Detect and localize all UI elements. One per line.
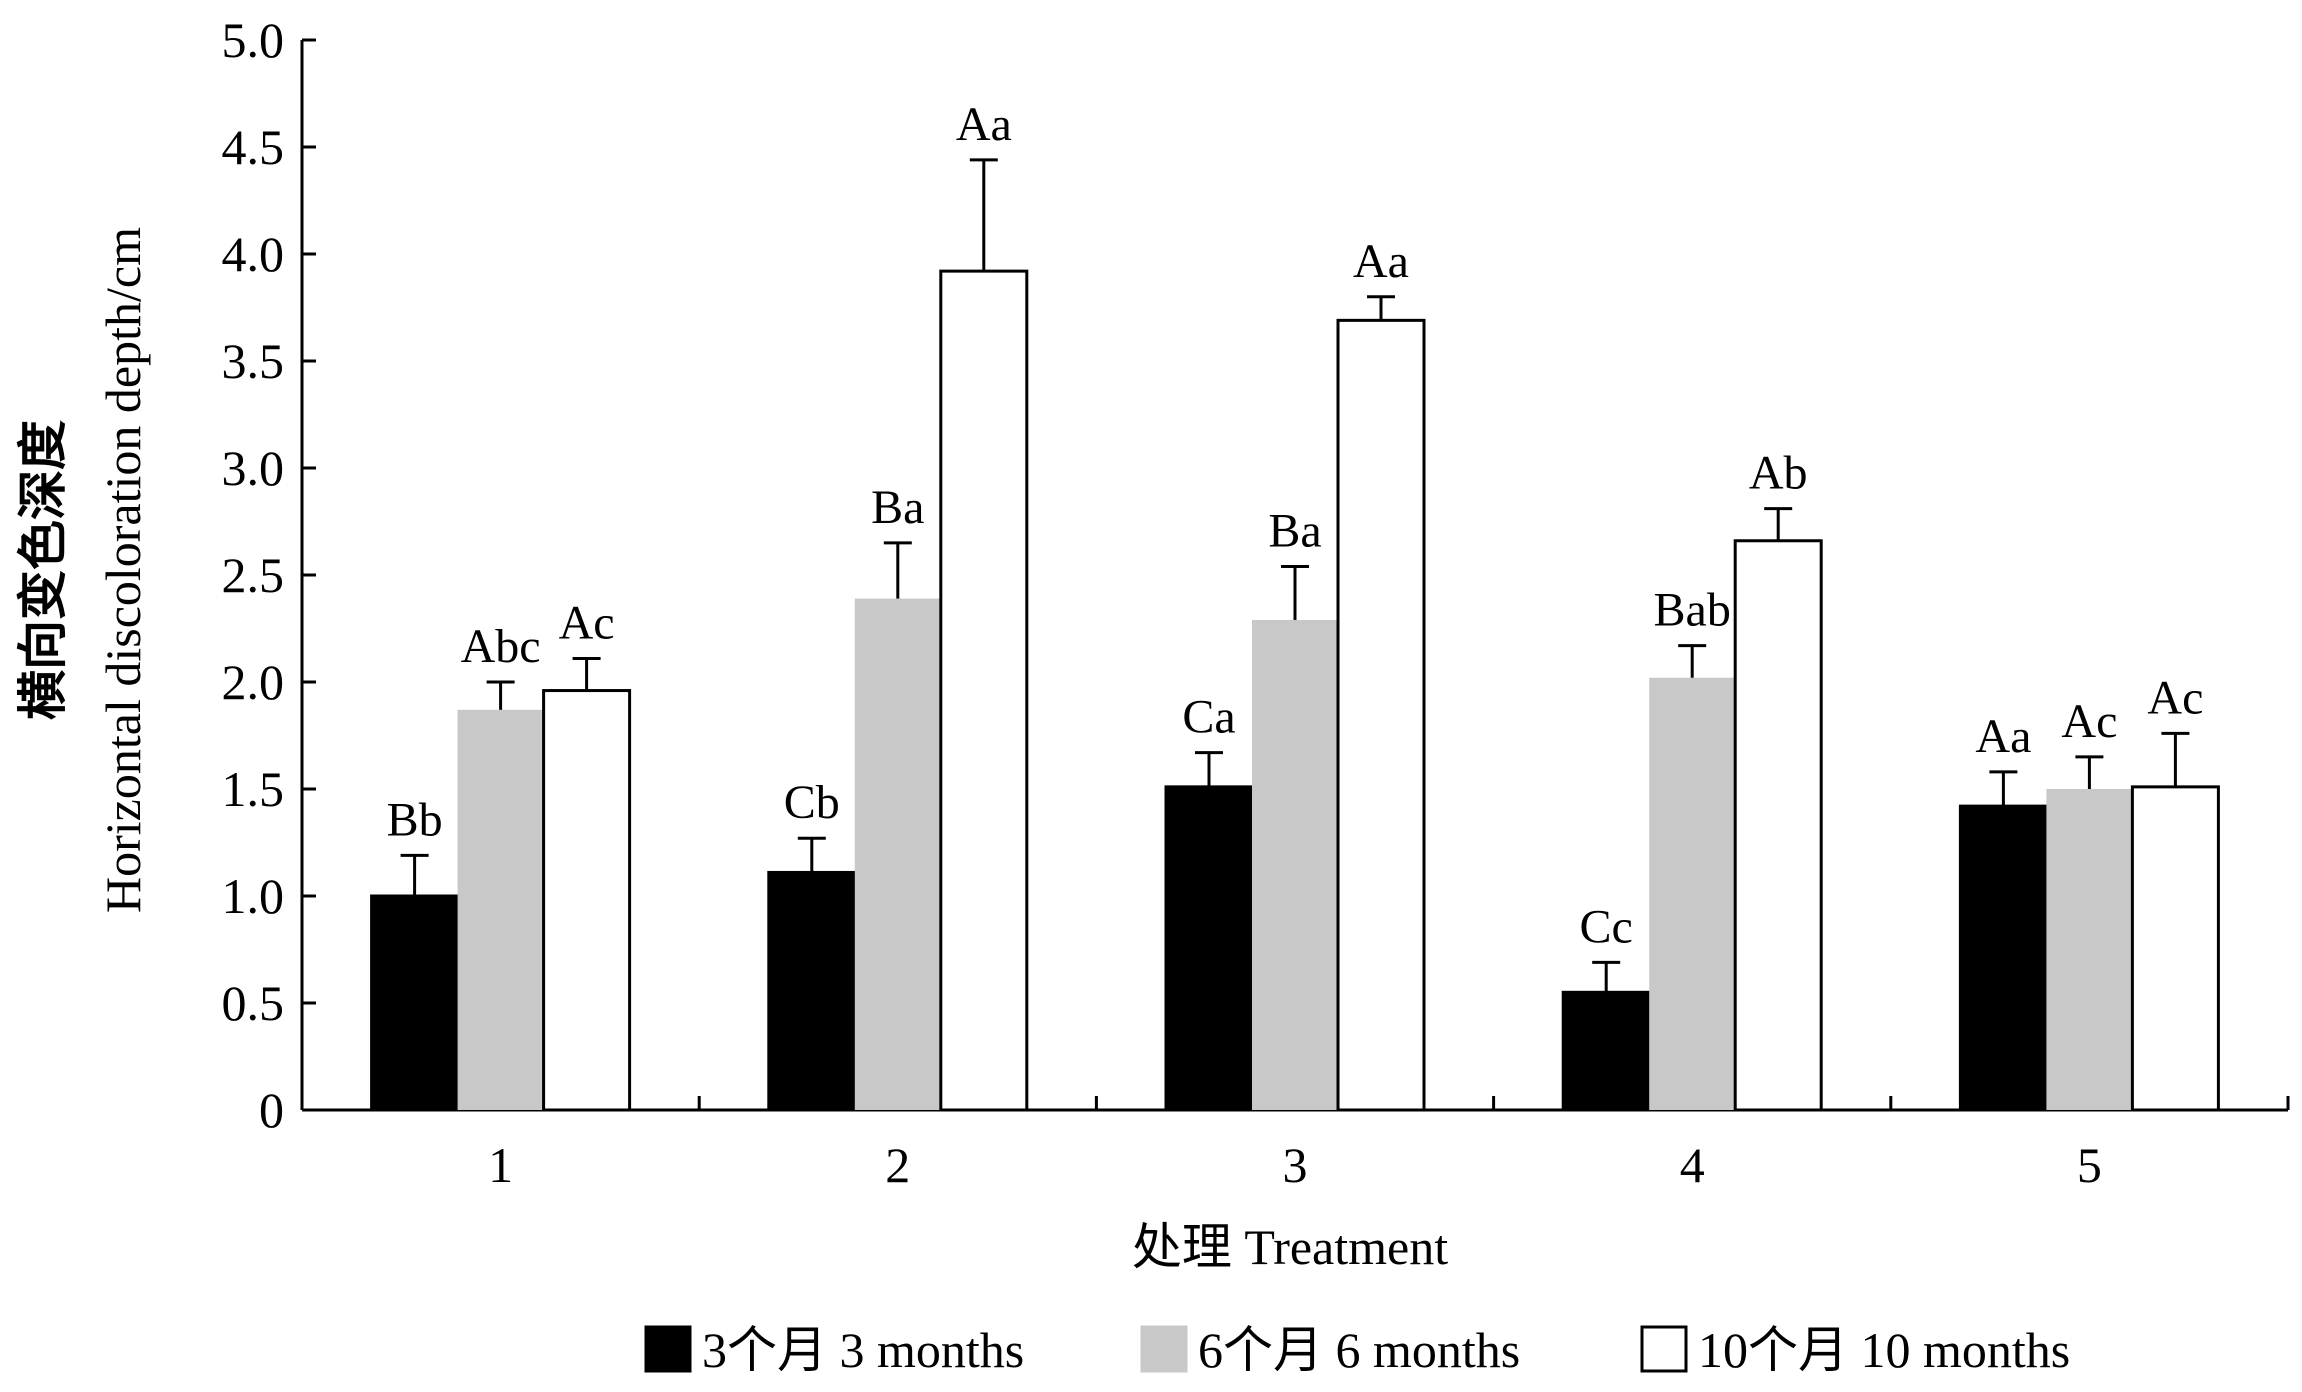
significance-label: Ca [1182, 691, 1235, 744]
bar [1252, 619, 1338, 1110]
y-tick-label: 3.0 [222, 440, 285, 496]
y-tick-label: 1.5 [222, 761, 285, 817]
legend: 3个月 3 months 6个月 6 months 10个月 10 months [644, 1322, 2070, 1378]
y-axis-title-en: Horizontal discoloration depth/cm [95, 227, 151, 913]
significance-label: Bb [387, 793, 443, 846]
y-axis-title-cn: 横向变色深度 [15, 420, 71, 720]
significance-label: Aa [1975, 710, 2031, 763]
y-tick-label: 0.5 [222, 975, 285, 1031]
x-tick-label: 5 [2077, 1137, 2102, 1193]
bar [1336, 318, 1426, 1112]
bar [854, 598, 941, 1110]
error-bars [400, 158, 2190, 993]
y-tick-label: 0 [259, 1082, 284, 1138]
y-tick-label: 2.0 [222, 654, 285, 710]
significance-label: Ac [2147, 671, 2203, 724]
significance-label: Ab [1749, 447, 1808, 500]
y-axis-title: 横向变色深度 Horizontal discoloration depth/cm [15, 227, 151, 913]
significance-label: Ba [1268, 504, 1321, 557]
significance-label: Cc [1580, 900, 1633, 953]
bar [2130, 785, 2220, 1112]
significance-label: Ba [871, 481, 924, 534]
significance-label: Abc [461, 620, 541, 673]
y-tick-label: 5.0 [222, 12, 285, 68]
significance-label: Bab [1654, 584, 1731, 637]
bar [1649, 677, 1736, 1110]
significance-label: Aa [956, 98, 1012, 151]
legend-label: 10个月 10 months [1698, 1322, 2070, 1378]
x-tick-label: 4 [1680, 1137, 1705, 1193]
legend-swatch [1640, 1325, 1688, 1373]
bar [1561, 990, 1651, 1112]
legend-label: 3个月 3 months [702, 1322, 1024, 1378]
bar [1164, 785, 1254, 1112]
x-tick-label: 3 [1283, 1137, 1308, 1193]
legend-label: 6个月 6 months [1198, 1322, 1520, 1378]
bar [2046, 789, 2133, 1110]
bar [767, 870, 857, 1112]
axes [300, 38, 2290, 1112]
bar [457, 709, 544, 1110]
bar [939, 269, 1029, 1112]
bar [1958, 804, 2048, 1112]
x-tick-label: 2 [885, 1137, 910, 1193]
bars [370, 269, 2220, 1112]
y-tick-label: 4.0 [222, 226, 285, 282]
y-tick-label: 4.5 [222, 119, 285, 175]
bar [370, 894, 460, 1112]
significance-labels: Bb Abc Ac Cb Ba Aa Ca Ba Aa Cc Bab Ab Aa Ac Ac [387, 98, 2204, 954]
x-tick-label: 1 [488, 1137, 513, 1193]
significance-label: Ac [559, 596, 615, 649]
legend-swatch [644, 1325, 692, 1373]
y-tick-label: 1.0 [222, 868, 285, 924]
bar [1733, 539, 1823, 1112]
significance-label: Aa [1353, 235, 1409, 288]
bar [542, 689, 632, 1112]
x-axis-title: 处理 Treatment [1132, 1219, 1448, 1275]
tick-labels: 0 0.5 1.0 1.5 2.0 2.5 3.0 3.5 4.0 4.5 5.0 1 2 3 4 5 [222, 12, 2102, 1193]
y-tick-label: 2.5 [222, 547, 285, 603]
y-tick-label: 3.5 [222, 333, 285, 389]
legend-swatch [1140, 1325, 1188, 1373]
significance-label: Ac [2061, 695, 2117, 748]
significance-label: Cb [784, 776, 840, 829]
